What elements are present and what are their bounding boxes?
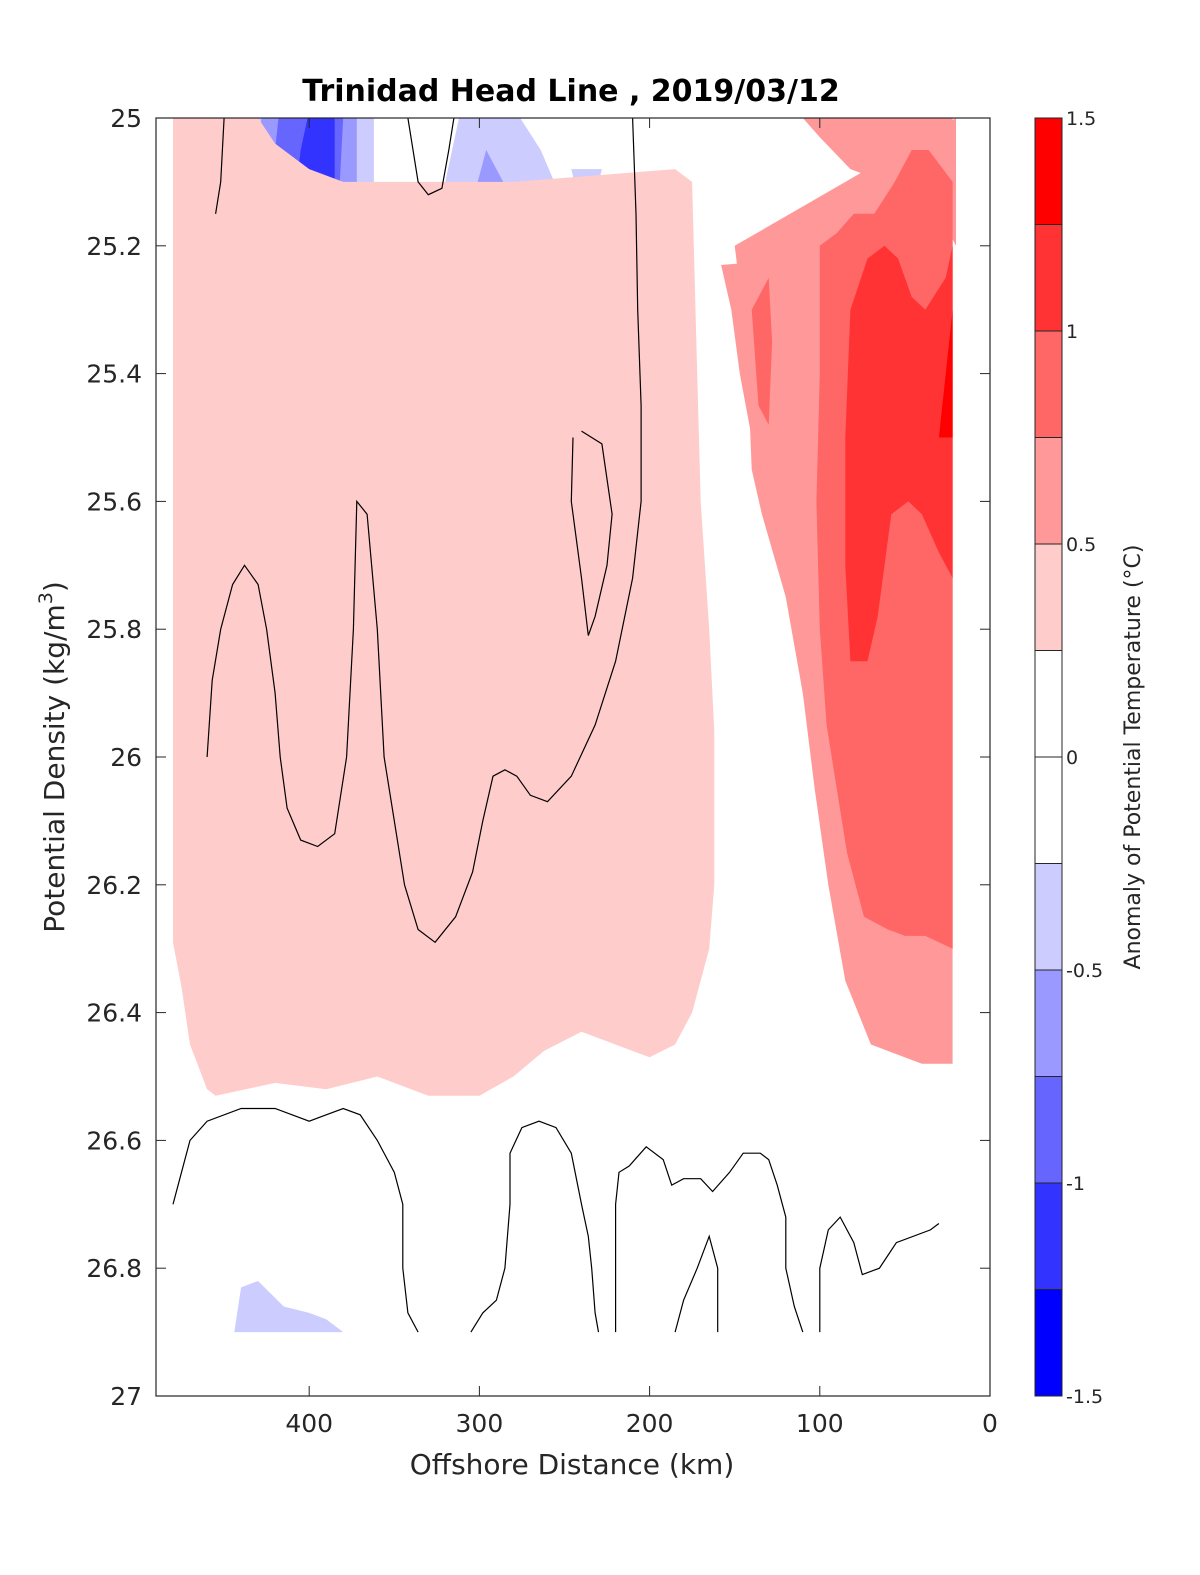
colorbar-swatch <box>1035 970 1062 1077</box>
x-axis: 400 300 200 100 0 <box>285 118 998 1438</box>
contour-line <box>206 118 642 944</box>
y-axis-label: Potential Density (kg/m3) <box>35 581 71 933</box>
x-tick-label: 400 <box>285 1409 333 1438</box>
colorbar-tick-label: 1 <box>1066 321 1078 343</box>
colorbar-swatch <box>1035 650 1062 757</box>
colorbar-swatch <box>1035 331 1062 438</box>
x-tick-label: 200 <box>626 1409 674 1438</box>
colorbar-swatch <box>1035 757 1062 864</box>
contour-line <box>172 1107 419 1333</box>
colorbar-swatch <box>1035 1289 1062 1396</box>
y-axis: 25 25.2 25.4 25.6 25.8 26 26.2 26.4 26.6 26.8 27 <box>86 104 990 1411</box>
colorbar-swatch <box>1035 224 1062 331</box>
contour-region <box>845 245 953 662</box>
colorbar-swatch <box>1035 863 1062 970</box>
colorbar-tick-label: -1.5 <box>1066 1386 1103 1408</box>
contour-line <box>407 118 455 196</box>
contour-region <box>173 118 715 1096</box>
contour-line <box>215 118 225 214</box>
colorbar-swatch <box>1035 118 1062 225</box>
y-axis-label-main: Potential Density (kg/m <box>38 604 71 933</box>
y-tick-label: 26 <box>110 743 142 772</box>
colorbar-swatch <box>1035 437 1062 544</box>
zero-contour-lines <box>172 118 940 1333</box>
contour-region <box>938 309 953 438</box>
contour-line <box>470 1120 600 1333</box>
colorbar-swatch <box>1035 544 1062 651</box>
contour-region <box>751 277 773 425</box>
colorbar-swatch <box>1035 1076 1062 1183</box>
y-axis-label-superscript: 3 <box>35 592 57 604</box>
contour-line <box>819 1216 940 1333</box>
filled-contours <box>173 118 956 1333</box>
y-tick-label: 26.6 <box>86 1126 142 1155</box>
y-tick-label: 26.8 <box>86 1254 142 1283</box>
y-axis-label-end: ) <box>38 581 71 592</box>
colorbar-tick-label: -1 <box>1066 1173 1085 1195</box>
colorbar-tick-label: 0 <box>1066 747 1078 769</box>
y-tick-label: 25.4 <box>86 360 142 389</box>
y-tick-label: 26.2 <box>86 871 142 900</box>
contour-region <box>234 1281 344 1333</box>
chart-title: Trinidad Head Line , 2019/03/12 <box>302 74 839 109</box>
colorbar-swatch <box>1035 1183 1062 1290</box>
contour-line <box>674 1234 719 1333</box>
colorbar-label: Anomaly of Potential Temperature (°C) <box>1121 545 1146 970</box>
y-tick-label: 25.8 <box>86 615 142 644</box>
contour-line <box>570 430 613 636</box>
y-tick-label: 26.4 <box>86 999 142 1028</box>
y-tick-label: 27 <box>110 1382 142 1411</box>
x-tick-label: 100 <box>796 1409 844 1438</box>
colorbar: 1.5 1 0.5 0 -0.5 -1 -1.5 <box>1034 108 1103 1408</box>
y-tick-label: 25 <box>110 104 142 133</box>
y-tick-label: 25.6 <box>86 487 142 516</box>
colorbar-tick-label: 0.5 <box>1066 534 1096 556</box>
colorbar-tick-label: 1.5 <box>1066 108 1096 130</box>
x-axis-label: Offshore Distance (km) <box>410 1448 735 1481</box>
contour-line <box>614 1145 804 1333</box>
x-tick-label: 300 <box>456 1409 504 1438</box>
x-tick-label: 0 <box>982 1409 998 1438</box>
y-tick-label: 25.2 <box>86 232 142 261</box>
colorbar-tick-label: -0.5 <box>1066 960 1103 982</box>
